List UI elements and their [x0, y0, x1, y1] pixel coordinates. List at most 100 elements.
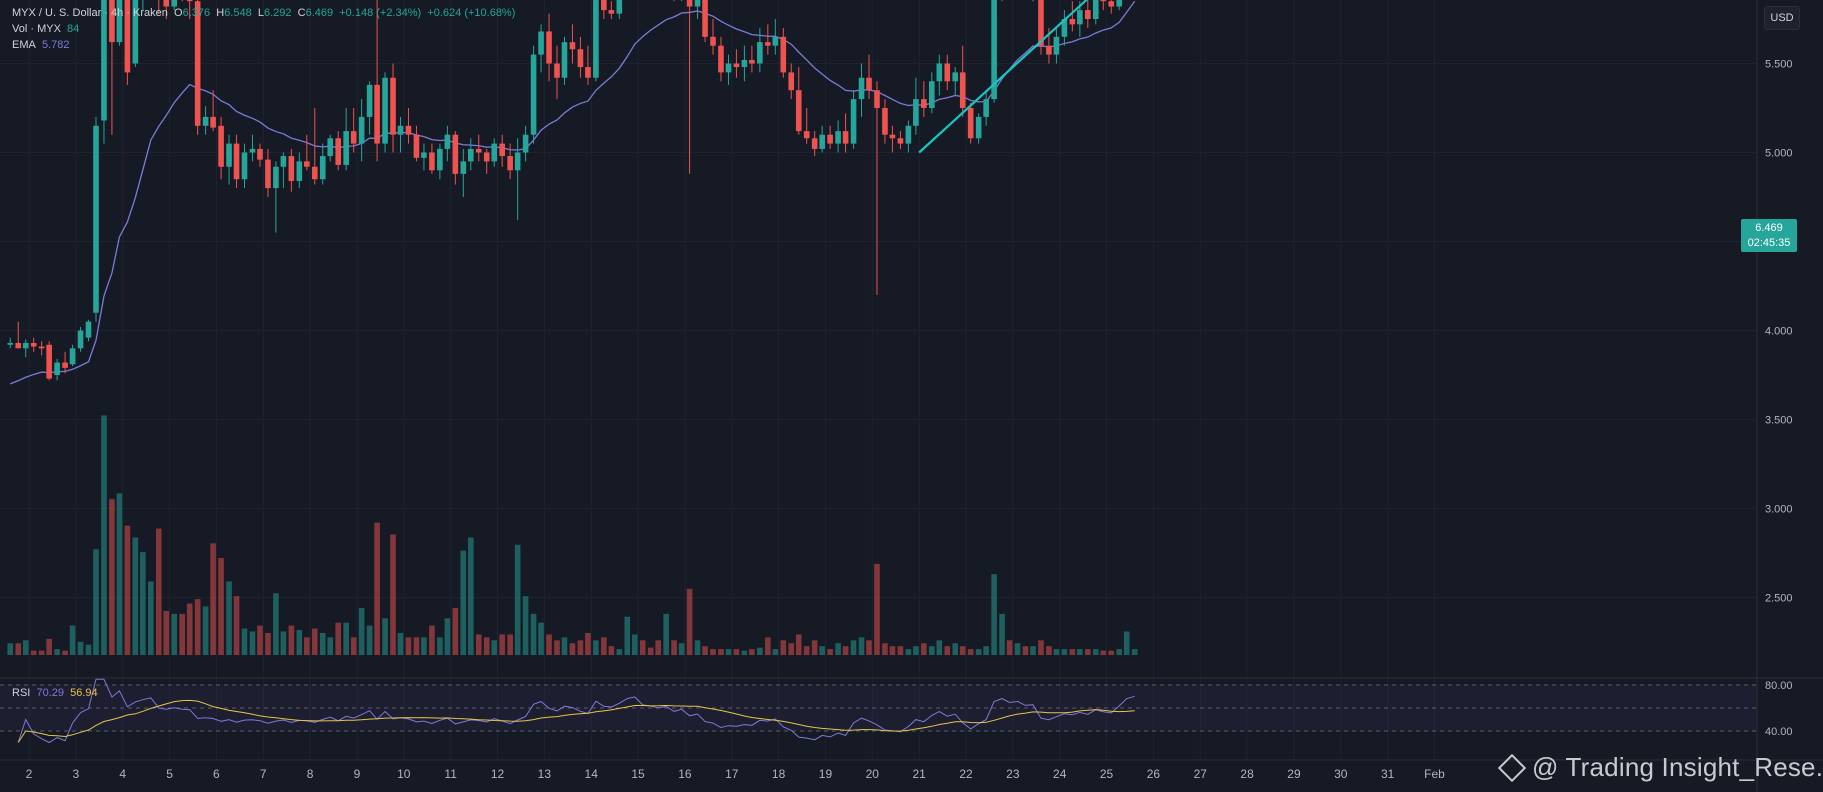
candle-body — [772, 36, 779, 46]
candle-body — [569, 42, 576, 50]
legend-volume[interactable]: Vol · MYX 84 — [12, 22, 79, 36]
volume-bar — [827, 649, 833, 655]
candle-body — [15, 342, 22, 349]
low-value: 6.292 — [263, 7, 292, 19]
grid — [0, 0, 1757, 760]
volume-bar — [889, 646, 896, 655]
rsi-legend[interactable]: RSI 70.29 56.94 — [12, 687, 98, 699]
volume-bar — [959, 646, 966, 655]
time-tick-label: 6 — [213, 767, 220, 781]
candle-body — [765, 42, 771, 46]
volume-bar — [514, 544, 521, 655]
time-tick-label: 16 — [678, 767, 692, 781]
volume-bar — [273, 593, 279, 655]
candle-body — [936, 63, 943, 82]
volume-bar — [280, 631, 287, 655]
symbol-title[interactable]: MYX / U. S. Dollar · 4h · Kraken — [12, 7, 168, 19]
volume-bar — [483, 637, 490, 655]
candle-body — [827, 134, 833, 144]
candle-body — [374, 84, 380, 144]
volume-bar — [429, 625, 435, 655]
volume-bar — [467, 537, 474, 655]
volume-bar — [265, 632, 271, 655]
rsi-ma-line — [17, 699, 1135, 743]
volume-bar — [327, 637, 334, 655]
bar-countdown: 02:45:35 — [1747, 237, 1791, 249]
volume-bar — [93, 549, 99, 655]
volume-bar — [69, 625, 76, 655]
legend-ema[interactable]: EMA 5.782 — [12, 38, 70, 52]
volume-bar — [460, 550, 467, 655]
volume-bar — [1030, 646, 1036, 655]
trendline[interactable] — [918, 0, 1153, 154]
volume-bar — [148, 581, 154, 655]
volume-bar — [788, 643, 795, 655]
volume-bar — [475, 634, 482, 655]
ema-label: EMA — [12, 39, 36, 51]
volume-bar — [1108, 650, 1115, 655]
candle-body — [116, 0, 123, 43]
volume-bar — [522, 596, 529, 655]
candle-body — [905, 125, 912, 144]
currency-selector[interactable]: USD — [1764, 6, 1800, 30]
volume-bar — [803, 646, 810, 655]
candle-body — [1116, 0, 1122, 7]
volume-bar — [233, 596, 240, 655]
volume-bar — [499, 634, 505, 655]
high-value: 6.548 — [224, 7, 252, 19]
volume-bar — [210, 543, 216, 655]
volume-bar — [218, 557, 224, 655]
volume-bar — [1038, 640, 1044, 655]
candle-body — [1100, 0, 1107, 2]
volume-bar — [999, 613, 1005, 655]
time-tick-label: 29 — [1287, 767, 1301, 781]
candle-body — [819, 134, 825, 149]
candle-body — [288, 156, 295, 181]
high-label: H — [216, 7, 225, 19]
volume-bar — [1022, 646, 1029, 655]
candle-body — [358, 116, 365, 144]
volume-bar — [897, 646, 904, 655]
volume-bar — [1046, 646, 1052, 655]
volume-bar — [702, 646, 708, 655]
candle-body — [718, 45, 724, 73]
candle-body — [30, 342, 37, 347]
volume-bar — [585, 632, 591, 655]
time-tick-label: 12 — [491, 767, 505, 781]
candle-body — [413, 134, 420, 158]
rsi-ma-value: 56.94 — [70, 687, 98, 699]
time-tick-label: 25 — [1100, 767, 1114, 781]
change-value: +0.148 (+2.34%) — [339, 7, 422, 19]
volume-bar — [530, 613, 537, 655]
time-tick-label: 22 — [959, 767, 973, 781]
time-tick-label: 28 — [1240, 767, 1254, 781]
volume-bar — [1061, 649, 1068, 655]
volume-bar — [1014, 643, 1021, 655]
candle-body — [421, 152, 427, 158]
candle-body — [1053, 36, 1060, 55]
candle-body — [882, 108, 888, 135]
volume-bar — [46, 638, 52, 655]
candle-body — [546, 31, 552, 64]
candle-body — [390, 77, 396, 135]
volume-bar — [772, 649, 779, 655]
candle-body — [499, 143, 505, 157]
volume-bar — [718, 649, 724, 655]
candle-body — [343, 131, 349, 165]
candle-body — [842, 131, 849, 144]
time-tick-label: 4 — [119, 767, 126, 781]
candle-body — [101, 0, 107, 121]
candle-body — [913, 99, 919, 126]
time-tick-label: 10 — [397, 767, 411, 781]
time-tick-label: 23 — [1006, 767, 1020, 781]
volume-bar — [936, 640, 943, 655]
candle-body — [983, 99, 989, 117]
volume-bar — [624, 616, 631, 655]
close-value: 6.469 — [305, 7, 334, 19]
volume-bar — [1100, 650, 1107, 655]
volume-bar — [1085, 649, 1091, 655]
candle-body — [109, 0, 115, 43]
price-tick-label: 5.000 — [1765, 148, 1793, 160]
candle-body — [467, 148, 474, 162]
